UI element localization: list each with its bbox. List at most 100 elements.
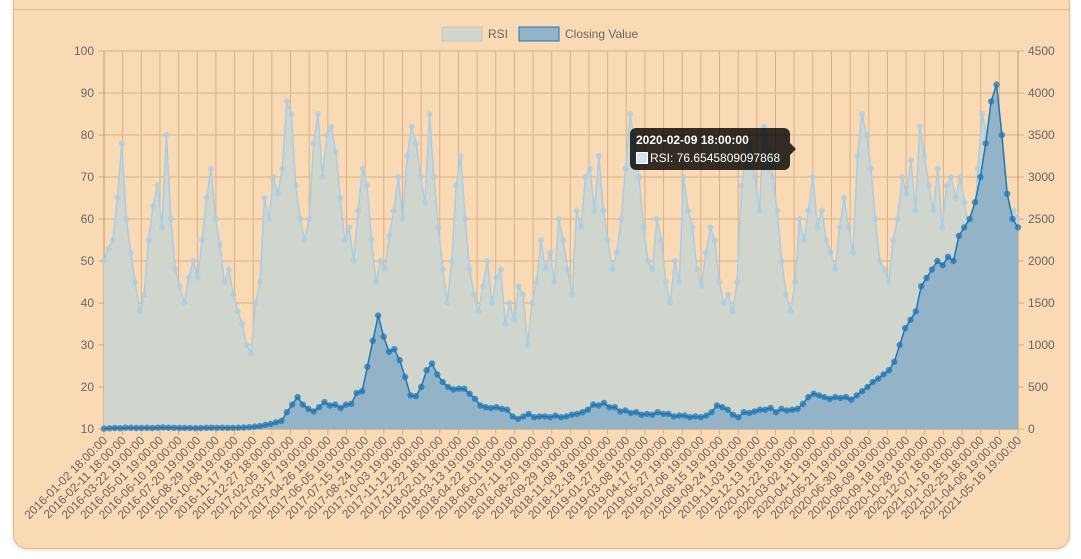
closing-value-point[interactable] bbox=[229, 424, 237, 431]
closing-value-point[interactable] bbox=[149, 424, 156, 432]
closing-value-point[interactable] bbox=[450, 386, 457, 393]
closing-value-point[interactable] bbox=[660, 410, 667, 418]
closing-value-point[interactable] bbox=[713, 402, 721, 409]
rsi-point[interactable] bbox=[390, 207, 397, 214]
closing-value-point[interactable] bbox=[740, 409, 747, 416]
rsi-point[interactable] bbox=[912, 207, 919, 214]
closing-value-point[interactable] bbox=[724, 406, 731, 413]
rsi-point[interactable] bbox=[453, 182, 460, 189]
rsi-point[interactable] bbox=[546, 249, 553, 256]
rsi-point[interactable] bbox=[279, 165, 286, 172]
rsi-point[interactable] bbox=[636, 174, 642, 180]
closing-value-point[interactable] bbox=[434, 371, 441, 378]
rsi-point[interactable] bbox=[377, 258, 384, 264]
rsi-point[interactable] bbox=[145, 237, 152, 243]
rsi-point[interactable] bbox=[845, 224, 852, 231]
closing-value-point[interactable] bbox=[928, 266, 936, 273]
rsi-point[interactable] bbox=[939, 224, 946, 231]
rsi-point[interactable] bbox=[569, 291, 576, 298]
closing-value-point[interactable] bbox=[751, 408, 758, 415]
rsi-point[interactable] bbox=[685, 207, 692, 214]
closing-value-point[interactable] bbox=[794, 405, 801, 412]
closing-value-point[interactable] bbox=[907, 316, 914, 323]
closing-value-point[interactable] bbox=[127, 424, 135, 431]
closing-value-point[interactable] bbox=[133, 424, 140, 432]
rsi-point[interactable] bbox=[167, 216, 174, 222]
rsi-point[interactable] bbox=[328, 123, 335, 130]
closing-value-point[interactable] bbox=[100, 425, 108, 432]
closing-value-point[interactable] bbox=[471, 395, 479, 402]
closing-value-point[interactable] bbox=[643, 410, 651, 418]
closing-value-point[interactable] bbox=[633, 409, 640, 416]
rsi-point[interactable] bbox=[809, 174, 816, 180]
rsi-point[interactable] bbox=[350, 258, 357, 264]
rsi-point[interactable] bbox=[769, 174, 776, 180]
rsi-point[interactable] bbox=[925, 182, 932, 189]
closing-value-point[interactable] bbox=[1009, 215, 1016, 223]
rsi-point[interactable] bbox=[916, 123, 923, 130]
closing-value-point[interactable] bbox=[885, 367, 893, 374]
closing-value-point[interactable] bbox=[240, 424, 247, 431]
rsi-point[interactable] bbox=[203, 195, 210, 201]
rsi-point[interactable] bbox=[239, 321, 246, 327]
rsi-point[interactable] bbox=[502, 321, 509, 327]
closing-value-point[interactable] bbox=[439, 378, 446, 386]
closing-value-point[interactable] bbox=[547, 414, 554, 421]
rsi-point[interactable] bbox=[943, 182, 950, 189]
rsi-point[interactable] bbox=[127, 249, 134, 256]
rsi-point[interactable] bbox=[319, 174, 326, 180]
closing-value-point[interactable] bbox=[821, 393, 828, 401]
rsi-point[interactable] bbox=[114, 195, 121, 201]
rsi-point[interactable] bbox=[216, 241, 223, 248]
closing-value-point[interactable] bbox=[805, 393, 812, 401]
closing-value-point[interactable] bbox=[665, 410, 672, 418]
rsi-point[interactable] bbox=[823, 237, 830, 243]
rsi-point[interactable] bbox=[471, 291, 478, 298]
closing-value-point[interactable] bbox=[203, 424, 210, 431]
rsi-point[interactable] bbox=[720, 300, 727, 306]
closing-value-point[interactable] bbox=[375, 312, 382, 319]
closing-value-point[interactable] bbox=[246, 424, 253, 431]
rsi-point[interactable] bbox=[462, 216, 469, 222]
closing-value-point[interactable] bbox=[987, 98, 995, 105]
rsi-point[interactable] bbox=[818, 207, 825, 214]
closing-value-point[interactable] bbox=[848, 396, 855, 403]
closing-value-point[interactable] bbox=[934, 257, 941, 265]
closing-value-point[interactable] bbox=[482, 404, 489, 411]
closing-value-point[interactable] bbox=[348, 400, 355, 407]
closing-value-point[interactable] bbox=[944, 253, 952, 260]
rsi-point[interactable] bbox=[154, 182, 161, 189]
rsi-point[interactable] bbox=[493, 274, 500, 281]
rsi-point[interactable] bbox=[141, 291, 148, 298]
rsi-point[interactable] bbox=[979, 111, 986, 117]
rsi-point[interactable] bbox=[524, 342, 531, 348]
closing-value-point[interactable] bbox=[159, 424, 167, 431]
closing-value-point[interactable] bbox=[165, 424, 172, 431]
rsi-point[interactable] bbox=[595, 153, 602, 159]
closing-value-point[interactable] bbox=[772, 409, 780, 416]
rsi-point[interactable] bbox=[101, 258, 107, 264]
rsi-point[interactable] bbox=[346, 224, 353, 231]
rsi-point[interactable] bbox=[827, 249, 834, 256]
rsi-point[interactable] bbox=[301, 237, 308, 243]
closing-value-point[interactable] bbox=[563, 413, 570, 420]
rsi-point[interactable] bbox=[578, 224, 585, 231]
rsi-point[interactable] bbox=[711, 237, 718, 243]
rsi-point[interactable] bbox=[368, 237, 375, 243]
closing-value-point[interactable] bbox=[896, 341, 903, 349]
closing-value-point[interactable] bbox=[305, 405, 312, 412]
rsi-point[interactable] bbox=[649, 266, 656, 273]
rsi-point[interactable] bbox=[132, 279, 139, 285]
rsi-point[interactable] bbox=[622, 165, 629, 172]
legend-label-rsi[interactable]: RSI bbox=[488, 27, 508, 41]
rsi-point[interactable] bbox=[533, 279, 540, 285]
closing-value-point[interactable] bbox=[299, 401, 307, 408]
rsi-point[interactable] bbox=[881, 266, 888, 273]
closing-value-point[interactable] bbox=[520, 413, 527, 420]
closing-value-point[interactable] bbox=[901, 325, 909, 332]
closing-value-point[interactable] bbox=[767, 404, 774, 412]
closing-value-point[interactable] bbox=[444, 383, 452, 391]
rsi-point[interactable] bbox=[792, 279, 799, 285]
rsi-point[interactable] bbox=[185, 274, 192, 281]
rsi-point[interactable] bbox=[520, 291, 527, 298]
